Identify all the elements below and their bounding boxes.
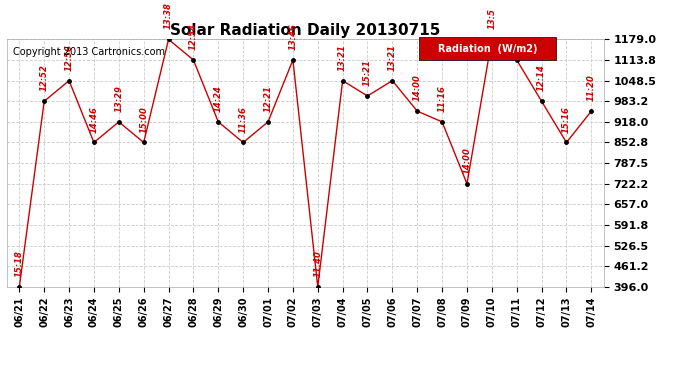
Text: Radiation  (W/m2): Radiation (W/m2) [437, 44, 537, 54]
Text: 13:38: 13:38 [164, 3, 173, 30]
FancyBboxPatch shape [419, 37, 556, 60]
Text: 13:21: 13:21 [338, 44, 347, 71]
Text: 12:56: 12:56 [65, 44, 74, 71]
Text: 14:24: 14:24 [214, 85, 223, 112]
Text: 11:16: 11:16 [437, 85, 446, 112]
Text: 11:36: 11:36 [239, 106, 248, 133]
Text: 15:21: 15:21 [363, 59, 372, 86]
Text: 15:16: 15:16 [562, 106, 571, 133]
Text: 14:00: 14:00 [462, 147, 471, 174]
Text: 11:20: 11:20 [586, 74, 596, 101]
Text: 13:29: 13:29 [115, 85, 124, 112]
Text: 13:21: 13:21 [388, 44, 397, 71]
Text: 14:46: 14:46 [90, 106, 99, 133]
Text: 13:46: 13:46 [288, 23, 297, 50]
Title: Solar Radiation Daily 20130715: Solar Radiation Daily 20130715 [170, 23, 440, 38]
Text: 12:54: 12:54 [189, 23, 198, 50]
Text: 12: 12 [512, 38, 521, 50]
Text: 12:21: 12:21 [264, 85, 273, 112]
Text: 13:5: 13:5 [487, 9, 496, 30]
Text: 15:18: 15:18 [14, 250, 24, 277]
Text: 11:40: 11:40 [313, 250, 322, 277]
Text: 12:14: 12:14 [537, 64, 546, 92]
Text: 14:00: 14:00 [413, 74, 422, 101]
Text: 12:52: 12:52 [40, 64, 49, 92]
Text: Copyright 2013 Cartronics.com: Copyright 2013 Cartronics.com [13, 47, 165, 57]
Text: 15:00: 15:00 [139, 106, 148, 133]
